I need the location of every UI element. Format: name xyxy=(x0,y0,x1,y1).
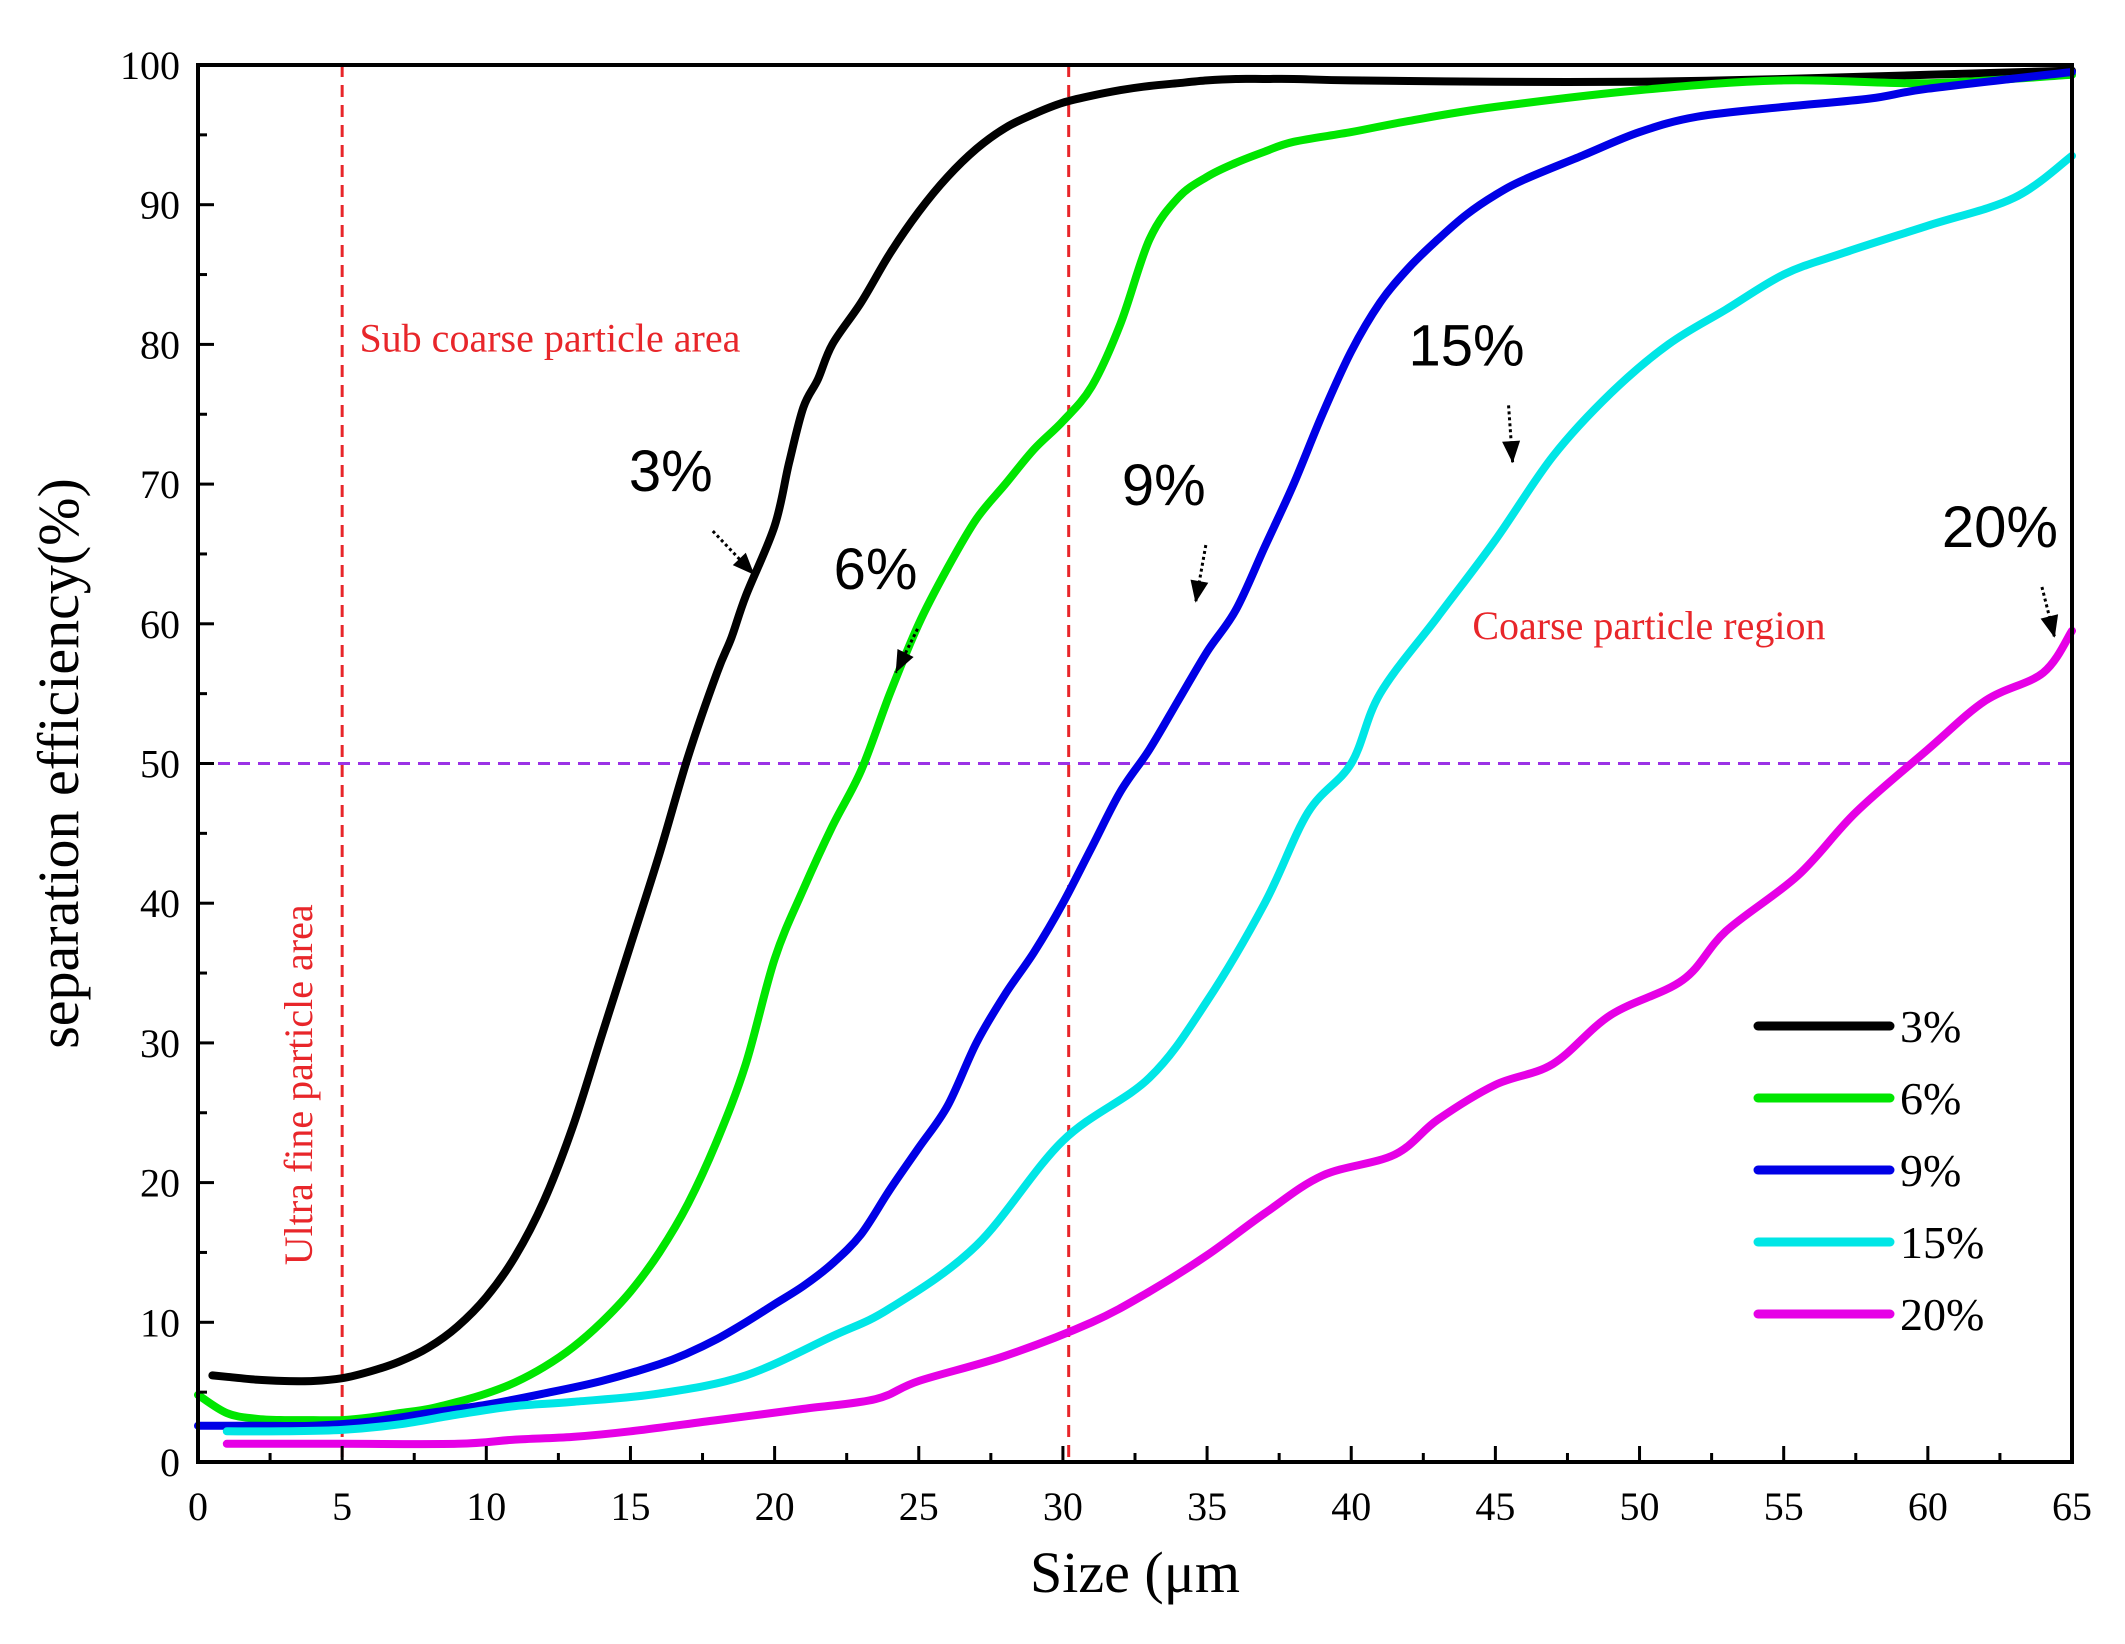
x-tick-label: 20 xyxy=(755,1484,795,1529)
x-tick-label: 0 xyxy=(188,1484,208,1529)
x-tick-label: 30 xyxy=(1043,1484,1083,1529)
x-tick-label: 25 xyxy=(899,1484,939,1529)
series-layer xyxy=(194,66,2076,1449)
axis-tick-labels: 0 5 10 15 20 25 30 35 40 45 50 55 60 65 0 10 20 30 40 50 60 7… xyxy=(120,43,2092,1529)
annotation-label-4: 15% xyxy=(1409,313,1525,378)
x-axis-label: Size (μm xyxy=(1030,1540,1240,1605)
legend-label-5: 20% xyxy=(1900,1289,1984,1340)
region-label-sub-coarse: Sub coarse particle area xyxy=(359,315,740,360)
x-tick-label: 65 xyxy=(2052,1484,2092,1529)
legend: 3% 6% 9% 15% 20% xyxy=(1753,1001,1984,1340)
y-tick-label: 40 xyxy=(140,881,180,926)
annotation-arrowhead-2 xyxy=(895,649,914,673)
x-tick-label: 35 xyxy=(1187,1484,1227,1529)
series-line-1 xyxy=(208,66,2076,1386)
series-line-3 xyxy=(194,68,2076,1431)
x-tick-label: 5 xyxy=(332,1484,352,1529)
y-tick-label: 60 xyxy=(140,602,180,647)
series-line-4 xyxy=(222,151,2076,1436)
legend-label-2: 6% xyxy=(1900,1073,1961,1124)
annotation-arrowhead-5 xyxy=(2040,614,2059,638)
x-tick-label: 40 xyxy=(1331,1484,1371,1529)
axis-ticks xyxy=(196,63,2074,1464)
annotation-arrowhead-4 xyxy=(1502,440,1521,464)
y-tick-label: 0 xyxy=(160,1440,180,1485)
y-axis-label: separation efficiency(%) xyxy=(26,478,91,1049)
legend-label-1: 3% xyxy=(1900,1001,1961,1052)
region-labels: Ultra fine particle area Sub coarse parti… xyxy=(276,315,1826,1265)
y-tick-label: 10 xyxy=(140,1300,180,1345)
x-tick-label: 10 xyxy=(466,1484,506,1529)
y-tick-label: 50 xyxy=(140,742,180,787)
annotation-label-3: 9% xyxy=(1122,453,1206,518)
x-tick-label: 50 xyxy=(1620,1484,1660,1529)
x-tick-label: 45 xyxy=(1475,1484,1515,1529)
annotation-label-1: 3% xyxy=(629,439,713,504)
y-tick-label: 80 xyxy=(140,322,180,367)
y-tick-label: 70 xyxy=(140,462,180,507)
annotation-label-5: 20% xyxy=(1942,495,2058,560)
series-line-2 xyxy=(194,70,2076,1425)
x-tick-label: 55 xyxy=(1764,1484,1804,1529)
x-tick-label: 60 xyxy=(1908,1484,1948,1529)
annotation-arrowhead-1 xyxy=(732,552,755,575)
y-tick-label: 30 xyxy=(140,1021,180,1066)
annotation-label-2: 6% xyxy=(834,537,918,602)
x-tick-label: 15 xyxy=(610,1484,650,1529)
annotations: 3% 6% 9% 15% 20% xyxy=(629,313,2059,674)
legend-label-3: 9% xyxy=(1900,1145,1961,1196)
annotation-arrowhead-3 xyxy=(1190,579,1209,603)
y-tick-label: 90 xyxy=(140,183,180,228)
reference-lines xyxy=(198,65,2072,1462)
y-tick-label: 20 xyxy=(140,1161,180,1206)
legend-label-4: 15% xyxy=(1900,1217,1984,1268)
region-label-ultra-fine: Ultra fine particle area xyxy=(276,904,321,1265)
y-tick-label: 100 xyxy=(120,43,180,88)
series-line-5 xyxy=(222,626,2076,1449)
annotation-arrow-2 xyxy=(894,628,919,674)
region-label-coarse: Coarse particle region xyxy=(1472,603,1825,648)
